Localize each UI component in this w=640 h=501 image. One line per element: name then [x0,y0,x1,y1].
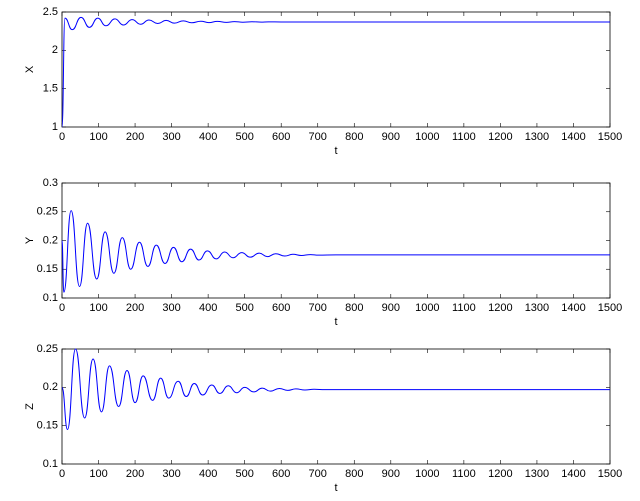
y-tick-label: 1 [52,121,58,133]
x-tick-label: 400 [199,468,217,480]
data-line [61,16,610,128]
x-tick-label: 1500 [598,131,622,143]
x-tick-label: 300 [162,302,180,314]
x-tick-label: 900 [382,468,400,480]
x-tick-label: 1300 [525,468,549,480]
x-tick-label: 0 [59,468,65,480]
x-tick-label: 200 [126,131,144,143]
x-tick-label: 300 [162,468,180,480]
y-tick-label: 0.15 [37,420,58,432]
x-tick-label: 100 [89,302,107,314]
x-tick-label: 900 [382,131,400,143]
x-tick-label: 1200 [488,302,512,314]
x-tick-label: 500 [235,468,253,480]
x-tick-label: 800 [345,131,363,143]
x-tick-label: 1400 [561,468,585,480]
x-tick-label: 500 [235,131,253,143]
x-tick-label: 1100 [452,131,476,143]
x-tick-label: 600 [272,468,290,480]
x-tick-label: 1400 [561,131,585,143]
x-tick-label: 800 [345,468,363,480]
x-axis-label: t [334,316,337,328]
x-tick-label: 1000 [415,302,439,314]
x-tick-label: 1200 [488,131,512,143]
x-tick-label: 300 [162,131,180,143]
x-tick-label: 700 [309,131,327,143]
x-tick-label: 1500 [598,302,622,314]
x-tick-label: 100 [89,131,107,143]
x-tick-label: 200 [126,468,144,480]
y-axis-label: Y [24,236,36,244]
x-tick-label: 400 [199,131,217,143]
x-tick-label: 1100 [452,468,476,480]
data-line [61,348,610,431]
x-tick-label: 200 [126,302,144,314]
plot-area [61,348,611,465]
x-tick-label: 0 [59,131,65,143]
x-tick-label: 800 [345,302,363,314]
y-tick-label: 0.1 [43,292,58,304]
x-tick-label: 700 [309,468,327,480]
x-tick-label: 400 [199,302,217,314]
x-tick-label: 1100 [452,302,476,314]
x-tick-label: 600 [272,302,290,314]
y-tick-label: 0.3 [43,177,58,189]
x-tick-label: 1300 [525,302,549,314]
y-tick-label: 0.1 [43,458,58,470]
data-line [61,210,610,293]
x-tick-label: 1400 [561,302,585,314]
y-axis-label: Z [24,403,36,410]
y-tick-label: 0.2 [43,234,58,246]
x-tick-label: 700 [309,302,327,314]
plot-area [61,11,611,128]
x-tick-label: 1000 [415,131,439,143]
x-tick-label: 1300 [525,131,549,143]
x-tick-label: 1500 [598,468,622,480]
y-tick-label: 0.15 [37,263,58,275]
x-axis-label: t [334,482,337,494]
x-tick-label: 100 [89,468,107,480]
y-tick-label: 0.25 [37,206,58,218]
y-tick-label: 0.25 [37,343,58,355]
y-axis-label: X [24,65,36,73]
x-tick-label: 600 [272,131,290,143]
y-tick-label: 2 [52,44,58,56]
x-tick-label: 1000 [415,468,439,480]
x-tick-label: 900 [382,302,400,314]
y-tick-label: 2.5 [43,6,58,18]
x-axis-label: t [334,145,337,157]
y-tick-label: 0.2 [43,381,58,393]
plot-area [61,182,611,299]
y-tick-label: 1.5 [43,83,58,95]
x-tick-label: 0 [59,302,65,314]
x-tick-label: 500 [235,302,253,314]
x-tick-label: 1200 [488,468,512,480]
